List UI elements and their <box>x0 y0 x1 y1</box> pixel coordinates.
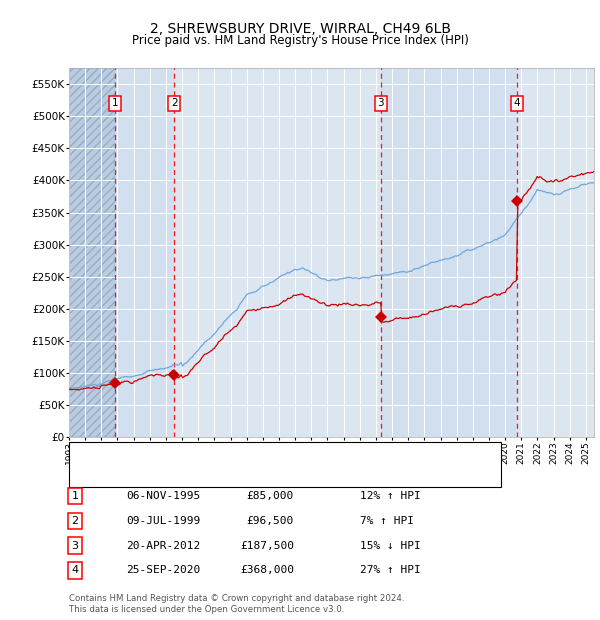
Text: 1: 1 <box>112 98 118 108</box>
Text: 7% ↑ HPI: 7% ↑ HPI <box>360 516 414 526</box>
Text: 4: 4 <box>71 565 79 575</box>
Text: 20-APR-2012: 20-APR-2012 <box>126 541 200 551</box>
Bar <box>69 68 115 437</box>
Text: 2: 2 <box>71 516 79 526</box>
Text: £96,500: £96,500 <box>247 516 294 526</box>
FancyBboxPatch shape <box>69 442 501 487</box>
Text: £368,000: £368,000 <box>240 565 294 575</box>
Text: Price paid vs. HM Land Registry's House Price Index (HPI): Price paid vs. HM Land Registry's House … <box>131 34 469 47</box>
Text: £187,500: £187,500 <box>240 541 294 551</box>
Text: 3: 3 <box>377 98 384 108</box>
Bar <box>381 68 517 437</box>
Text: Contains HM Land Registry data © Crown copyright and database right 2024.
This d: Contains HM Land Registry data © Crown c… <box>69 595 404 614</box>
Text: 2: 2 <box>171 98 178 108</box>
Text: 2, SHREWSBURY DRIVE, WIRRAL, CH49 6LB: 2, SHREWSBURY DRIVE, WIRRAL, CH49 6LB <box>149 22 451 36</box>
Text: £85,000: £85,000 <box>247 491 294 501</box>
Text: 2, SHREWSBURY DRIVE, WIRRAL, CH49 6LB (detached house): 2, SHREWSBURY DRIVE, WIRRAL, CH49 6LB (d… <box>104 450 424 459</box>
Text: 25-SEP-2020: 25-SEP-2020 <box>126 565 200 575</box>
Text: HPI: Average price, detached house, Wirral: HPI: Average price, detached house, Wirr… <box>104 469 328 479</box>
Text: 27% ↑ HPI: 27% ↑ HPI <box>360 565 421 575</box>
Text: 1: 1 <box>71 491 79 501</box>
Text: 06-NOV-1995: 06-NOV-1995 <box>126 491 200 501</box>
Bar <box>115 68 175 437</box>
Text: 3: 3 <box>71 541 79 551</box>
Text: 09-JUL-1999: 09-JUL-1999 <box>126 516 200 526</box>
Text: 15% ↓ HPI: 15% ↓ HPI <box>360 541 421 551</box>
Text: 4: 4 <box>514 98 520 108</box>
Text: 12% ↑ HPI: 12% ↑ HPI <box>360 491 421 501</box>
